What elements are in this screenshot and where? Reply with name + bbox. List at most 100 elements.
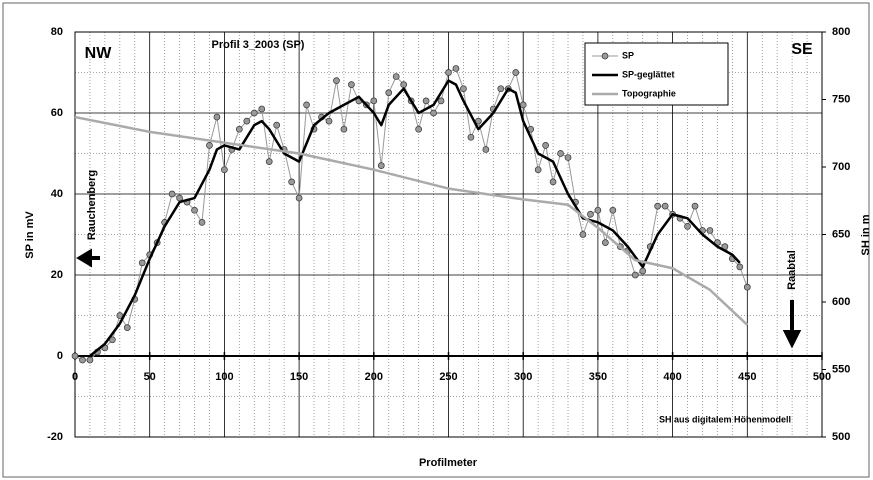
data-point — [86, 356, 94, 364]
annotation: NW — [85, 45, 113, 62]
data-point — [609, 206, 617, 214]
data-point — [385, 89, 393, 97]
data-point — [392, 73, 400, 80]
data-point — [258, 105, 266, 113]
data-point — [138, 259, 146, 267]
data-point — [587, 210, 594, 218]
data-point — [422, 97, 430, 105]
y2-tick-label: 750 — [832, 93, 850, 105]
data-point — [736, 263, 744, 271]
y-tick-label: 0 — [57, 350, 63, 362]
x-tick-label: 400 — [663, 371, 681, 383]
y2-tick-label: 800 — [832, 26, 850, 38]
data-point — [691, 202, 699, 210]
series-line — [74, 115, 749, 326]
x-tick-label: 250 — [439, 371, 457, 383]
data-point — [340, 125, 348, 133]
y-axis-label: SP in mV — [24, 211, 36, 259]
y2-tick-label: 650 — [832, 228, 850, 240]
data-point — [191, 206, 198, 214]
data-point — [564, 154, 572, 161]
data-point — [512, 69, 520, 76]
y-tick-label: 40 — [51, 188, 63, 200]
data-point — [661, 202, 669, 210]
x-tick-label: 450 — [738, 371, 756, 383]
data-point — [706, 227, 714, 234]
x-tick-label: 350 — [589, 371, 607, 383]
legend: SP SP-geglättet Topographie — [584, 42, 729, 106]
data-point — [265, 158, 273, 165]
data-point — [602, 239, 609, 246]
x-tick-label: 0 — [72, 371, 78, 383]
annotation: Raabtal — [786, 250, 798, 290]
data-point — [288, 178, 295, 186]
legend-label: SP-geglättet — [622, 69, 675, 79]
data-point — [743, 283, 751, 291]
data-point — [295, 194, 303, 202]
x-axis-label: Profilmeter — [419, 457, 478, 469]
annotation: SE — [791, 41, 813, 58]
x-tick-label: 200 — [365, 371, 383, 383]
annotation: SH aus digitalem Höhenmodell — [659, 414, 791, 424]
data-point — [437, 97, 445, 105]
data-point — [377, 162, 385, 169]
data-point — [176, 194, 183, 202]
arrow-left — [76, 248, 100, 268]
data-point — [415, 125, 422, 133]
data-point — [303, 101, 310, 109]
x-tick-label: 500 — [813, 371, 831, 383]
y-tick-label: 80 — [51, 26, 63, 38]
data-point — [445, 69, 452, 76]
data-point — [235, 125, 243, 133]
y-tick-label: 20 — [51, 269, 63, 281]
data-point — [639, 267, 647, 275]
y2-tick-label: 700 — [832, 161, 850, 173]
data-point — [557, 150, 564, 157]
data-point — [542, 142, 549, 149]
y2-tick-label: 500 — [832, 431, 850, 443]
data-point — [250, 109, 258, 117]
data-point — [168, 190, 176, 198]
data-point — [519, 101, 527, 109]
x-tick-label: 300 — [514, 371, 532, 383]
data-point — [594, 206, 602, 214]
y2-axis-label: SH in m — [860, 214, 872, 255]
data-point — [348, 81, 355, 89]
data-point — [579, 231, 587, 238]
y2-tick-label: 600 — [832, 296, 850, 308]
data-point — [452, 65, 460, 72]
x-tick-label: 100 — [215, 371, 233, 383]
data-point — [71, 352, 79, 360]
data-point — [467, 133, 475, 141]
data-point — [123, 324, 131, 331]
chart-title: Profil 3_2003 (SP) — [212, 39, 305, 51]
data-point — [243, 117, 251, 125]
data-point — [273, 121, 281, 129]
data-point — [631, 271, 639, 279]
data-point — [79, 356, 86, 364]
data-point — [325, 117, 333, 125]
marks — [71, 65, 823, 364]
x-tick-label: 50 — [144, 371, 156, 383]
x-tick-label: 150 — [290, 371, 308, 383]
data-point — [430, 109, 437, 117]
y-tick-label: -20 — [47, 431, 63, 443]
series-line — [89, 79, 741, 357]
data-point — [549, 178, 557, 186]
data-point — [534, 166, 542, 174]
data-point — [460, 85, 467, 93]
y-tick-label: 60 — [51, 107, 63, 119]
y2-tick-label: 550 — [832, 363, 850, 375]
data-point — [684, 223, 691, 230]
annotation: Rauchenberg — [86, 170, 98, 240]
data-point — [400, 81, 408, 89]
data-point — [221, 166, 228, 174]
data-point — [482, 146, 490, 153]
data-point — [213, 113, 221, 121]
legend-label: SP — [622, 50, 634, 60]
data-point — [333, 77, 340, 84]
legend-label: Topographie — [622, 88, 676, 98]
legend-marker — [601, 52, 609, 60]
data-point — [497, 85, 505, 93]
